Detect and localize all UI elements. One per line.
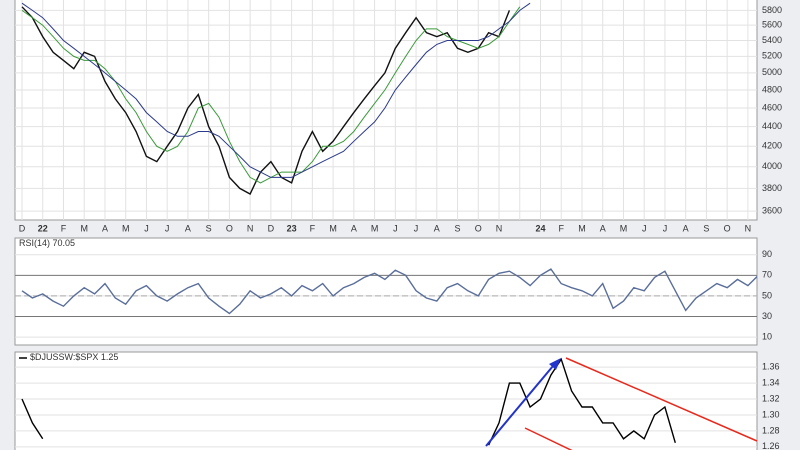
rsi-title: RSI(14) xyxy=(19,238,50,248)
y-tick-label: 1.26 xyxy=(762,441,780,450)
y-tick-label: 4200 xyxy=(762,141,782,151)
arrow-head xyxy=(549,358,561,370)
y-tick-label: 5200 xyxy=(762,51,782,61)
y-tick-label: 30 xyxy=(762,311,772,321)
ratio-last: 1.25 xyxy=(101,352,119,362)
rsi-label: RSI(14) 70.05 xyxy=(19,238,75,248)
x-tick-label: A xyxy=(185,223,191,233)
x-tick-label: S xyxy=(455,223,461,233)
ratio-panel xyxy=(14,351,758,450)
series-line xyxy=(21,357,676,446)
x-tick-label: M xyxy=(122,223,130,233)
y-tick-label: 1.36 xyxy=(762,362,780,372)
x-tick-label: M xyxy=(329,223,337,233)
x-tick-label: J xyxy=(642,223,647,233)
x-tick-label: O xyxy=(724,223,731,233)
x-tick-label: J xyxy=(663,223,668,233)
ratio-title: $DJUSSW:$SPX xyxy=(30,352,98,362)
x-tick-label: S xyxy=(206,223,212,233)
x-tick-label: O xyxy=(226,223,233,233)
x-tick-label: N xyxy=(496,223,503,233)
trend-arrow xyxy=(485,365,554,447)
y-tick-label: 1.32 xyxy=(762,393,780,403)
x-tick-label: N xyxy=(745,223,752,233)
trend-line xyxy=(565,357,758,442)
x-tick-label: J xyxy=(393,223,398,233)
y-tick-label: 5800 xyxy=(762,5,782,15)
y-tick-label: 1.34 xyxy=(762,377,780,387)
x-tick-label: D xyxy=(19,223,26,233)
price-panel xyxy=(14,0,758,221)
y-tick-label: 5400 xyxy=(762,35,782,45)
trend-line xyxy=(524,427,573,450)
rsi-panel xyxy=(14,237,758,346)
x-tick-label: M xyxy=(620,223,628,233)
x-tick-label: J xyxy=(165,223,170,233)
y-tick-label: 1.30 xyxy=(762,409,780,419)
y-tick-label: 5600 xyxy=(762,20,782,30)
x-tick-label: 22 xyxy=(38,223,48,233)
ratio-label: $DJUSSW:$SPX 1.25 xyxy=(30,352,118,362)
x-tick-label: A xyxy=(683,223,689,233)
x-tick-label: 24 xyxy=(535,223,545,233)
y-tick-label: 5000 xyxy=(762,67,782,77)
y-tick-label: 4800 xyxy=(762,84,782,94)
x-tick-label: 23 xyxy=(287,223,297,233)
x-tick-label: F xyxy=(310,223,316,233)
ratio-layer: 1.26 1.28 1.30 1.32 1.34 1.36 xyxy=(15,357,780,450)
x-tick-label: M xyxy=(578,223,586,233)
y-tick-label: 50 xyxy=(762,290,772,300)
x-tick-label: F xyxy=(558,223,564,233)
x-tick-label: M xyxy=(80,223,88,233)
y-tick-label: 10 xyxy=(762,332,772,342)
rsi-last: 70.05 xyxy=(53,238,76,248)
y-tick-label: 3600 xyxy=(762,206,782,216)
x-tick-label: F xyxy=(61,223,67,233)
x-tick-label: A xyxy=(600,223,606,233)
y-tick-label: 4600 xyxy=(762,102,782,112)
x-tick-label: O xyxy=(475,223,482,233)
rsi-layer: 10 30 50 70 90 xyxy=(15,249,772,342)
series-line xyxy=(21,2,531,178)
x-tick-label: A xyxy=(102,223,108,233)
y-tick-label: 1.28 xyxy=(762,425,780,435)
price-layer: D 22 F M A M J J A S O N D 23 F M A M J J A S O N 24 F M A M J J A S O N 36… xyxy=(15,0,782,233)
y-tick-label: 70 xyxy=(762,270,772,280)
y-tick-label: 4400 xyxy=(762,121,782,131)
series-line xyxy=(21,268,757,315)
series-line xyxy=(21,6,511,195)
trend-annotations xyxy=(485,357,758,450)
x-tick-label: M xyxy=(371,223,379,233)
x-tick-label: A xyxy=(351,223,357,233)
x-tick-label: N xyxy=(247,223,254,233)
y-tick-label: 3800 xyxy=(762,183,782,193)
y-tick-label: 90 xyxy=(762,249,772,259)
x-tick-label: S xyxy=(703,223,709,233)
x-tick-label: J xyxy=(144,223,149,233)
x-tick-label: A xyxy=(434,223,440,233)
x-tick-label: J xyxy=(414,223,419,233)
x-tick-label: D xyxy=(268,223,275,233)
y-tick-label: 4000 xyxy=(762,161,782,171)
